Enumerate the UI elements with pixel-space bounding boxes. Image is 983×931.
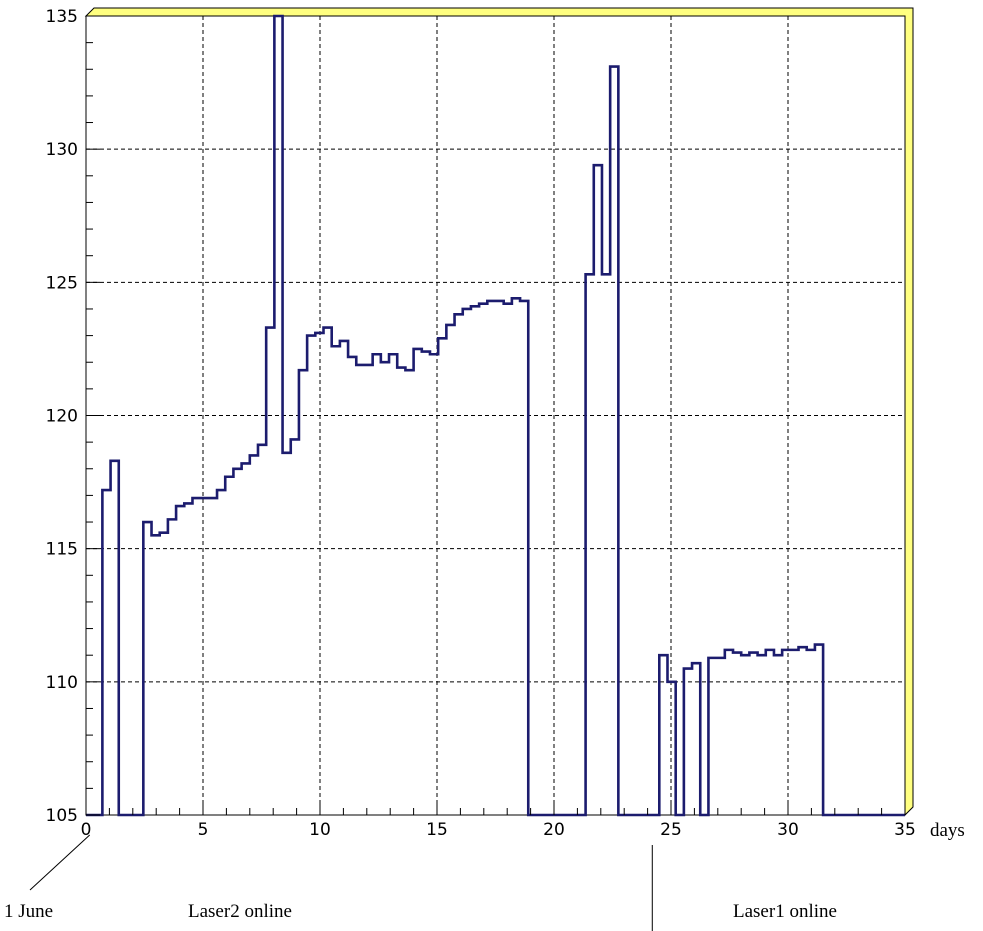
x-axis-label: days	[930, 820, 965, 841]
y-tick-label: 135	[46, 7, 78, 27]
y-tick-label: 120	[46, 407, 78, 427]
x-tick-label: 30	[777, 820, 799, 840]
frame-layer	[84, 7, 914, 817]
laser2-annotation: Laser2 online	[188, 901, 292, 922]
x-tick-label: 0	[81, 820, 92, 840]
june-pointer-line	[29, 834, 91, 891]
y-tick-label: 110	[46, 673, 78, 693]
laser1-annotation: Laser1 online	[733, 901, 837, 922]
y-tick-label: 115	[46, 540, 78, 560]
x-tick-label: 10	[309, 820, 331, 840]
histogram-series-line	[86, 14, 905, 817]
x-tick-label: 35	[894, 820, 916, 840]
series-layer	[86, 14, 905, 817]
axes-layer	[85, 15, 906, 816]
june-annotation: 1 June	[4, 901, 53, 922]
y-tick-label: 130	[46, 140, 78, 160]
x-tick-label: 5	[198, 820, 209, 840]
x-tick-label: 25	[660, 820, 682, 840]
label-layer: 0 5 10 15 20 25 30 35 105 110 115 120 125 130 135 days 1…	[4, 7, 965, 931]
x-tick-label: 20	[543, 820, 565, 840]
y-tick-label: 105	[46, 806, 78, 826]
y-tick-label: 125	[46, 273, 78, 293]
x-tick-label: 15	[426, 820, 448, 840]
